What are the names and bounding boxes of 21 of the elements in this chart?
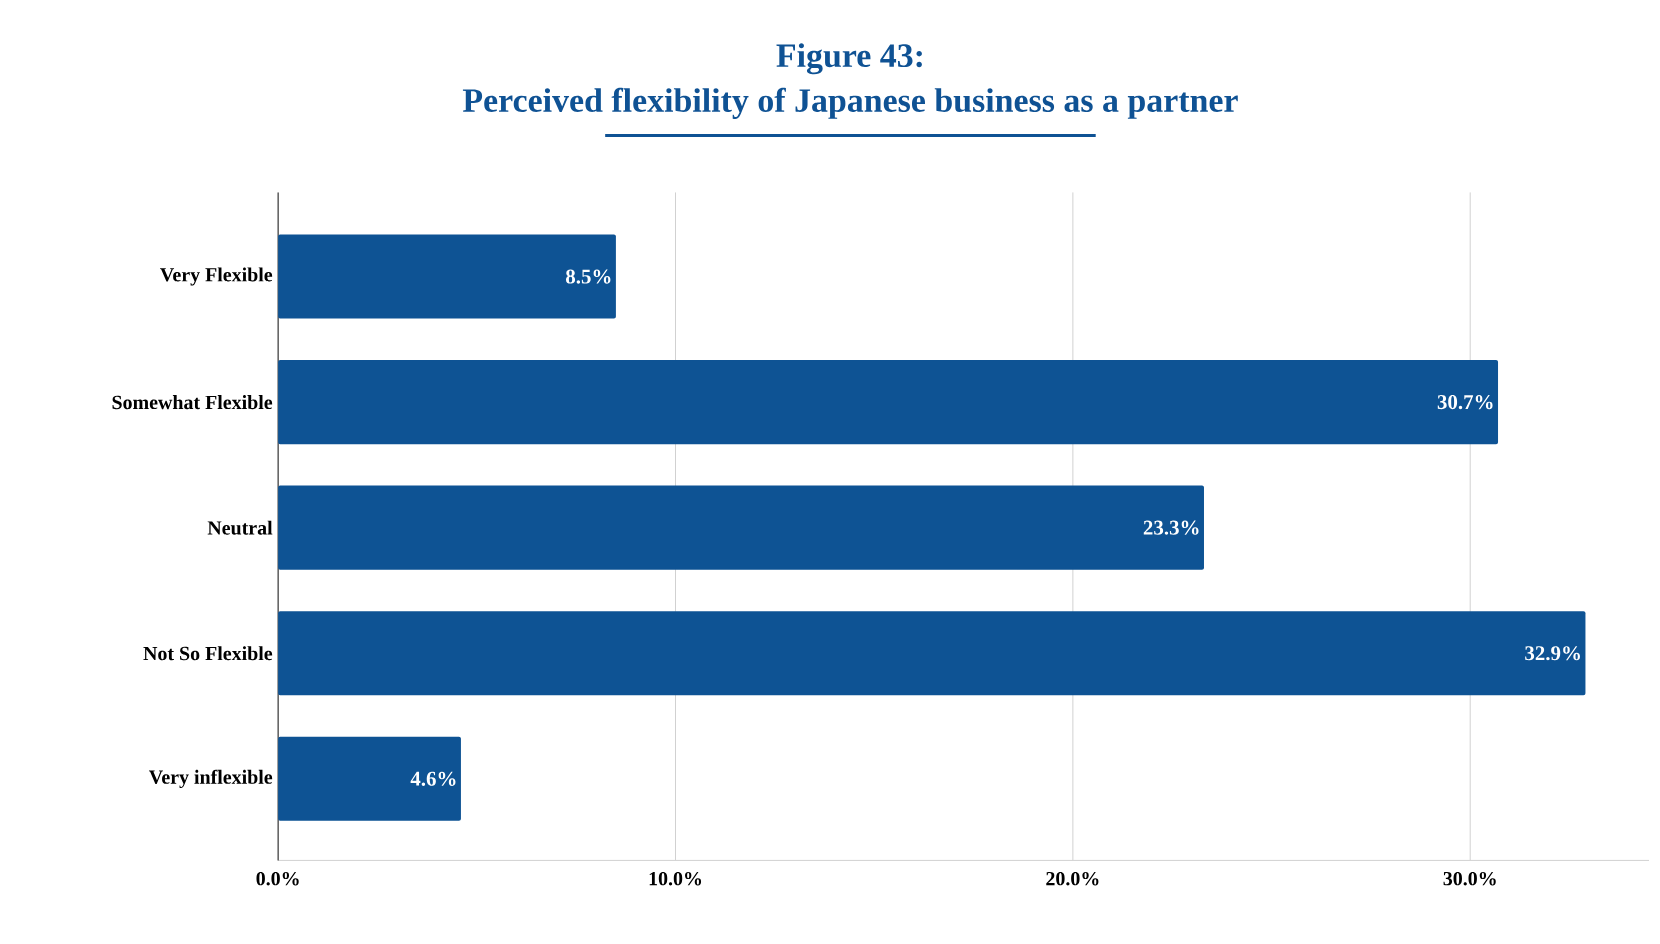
data-label: 32.9% [1525, 646, 1580, 661]
y-tick-label: Somewhat Flexible [112, 395, 273, 410]
x-tick-label: 30.0% [1443, 871, 1496, 886]
data-label: 23.3% [1143, 520, 1199, 535]
x-tick-label: 0.0% [256, 871, 299, 886]
chart-subtitle: Perceived flexibility of Japanese business as a partner [462, 87, 1238, 119]
bar [278, 359, 1499, 445]
bar [278, 485, 1204, 570]
data-label: 4.6% [410, 771, 456, 786]
bar [278, 611, 1586, 696]
data-label: 8.5% [565, 269, 611, 284]
y-tick-label: Not So Flexible [143, 646, 273, 661]
y-tick-label: Very inflexible [148, 769, 273, 788]
bar [278, 736, 461, 821]
data-label: 30.7% [1437, 394, 1493, 410]
x-tick-label: 20.0% [1046, 871, 1099, 886]
bar [278, 234, 616, 319]
y-tick-label: Neutral [207, 520, 273, 535]
chart-title: Figure 43: [776, 43, 922, 75]
x-tick-label: 10.0% [649, 871, 702, 886]
y-tick-label: Very Flexible [160, 267, 273, 286]
